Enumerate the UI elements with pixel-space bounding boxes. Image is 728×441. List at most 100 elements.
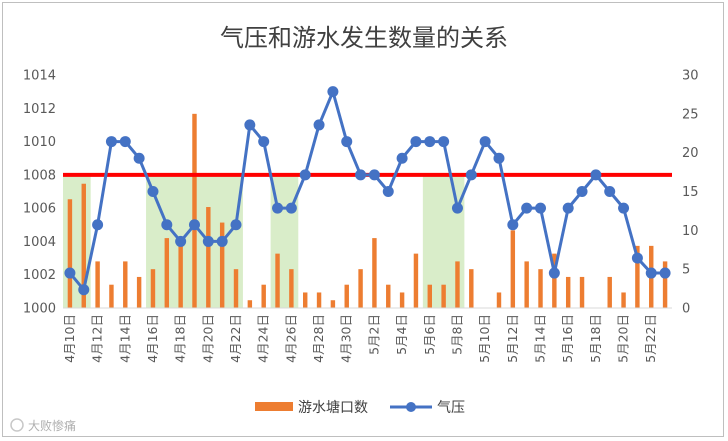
bar-5月23日 — [662, 261, 668, 308]
y-left-tick-1000: 1000 — [23, 302, 56, 317]
x-tick-5月6日: 5月6日 — [422, 314, 437, 355]
pressure-point-4月10日 — [64, 267, 76, 279]
legend-label-line: 气压 — [437, 400, 465, 416]
y-right-tick-5: 5 — [682, 263, 690, 278]
y-right-tick-0: 0 — [682, 302, 690, 317]
pressure-point-4月20日 — [202, 235, 214, 247]
y-right-tick-15: 15 — [682, 185, 699, 200]
bar-5月6日 — [427, 284, 432, 308]
pressure-point-4月23日 — [244, 119, 256, 131]
bar-5月21日 — [635, 245, 640, 308]
pressure-point-5月21日 — [631, 252, 643, 264]
x-tick-5月14日: 5月14日 — [533, 314, 548, 363]
bar-4月15日 — [136, 276, 142, 308]
x-tick-4月14日: 4月14日 — [117, 314, 132, 363]
x-tick-4月16日: 4月16日 — [145, 314, 160, 363]
pressure-point-5月9日 — [465, 169, 477, 181]
y-left-tick-1008: 1008 — [23, 168, 56, 183]
bar-4月14日 — [123, 261, 128, 308]
x-tick-5月20日: 5月20日 — [616, 314, 631, 363]
y-right-tick-20: 20 — [682, 146, 699, 161]
x-tick-4月12日: 4月12日 — [90, 314, 105, 363]
bar-5月7日 — [441, 284, 446, 308]
watermark-text: 大败惨痛 — [28, 418, 76, 433]
bar-4月22日 — [233, 269, 239, 308]
x-tick-4月28日: 4月28日 — [311, 314, 326, 363]
bar-5月12日 — [510, 230, 516, 308]
y-right-tick-25: 25 — [682, 107, 699, 122]
pressure-point-5月8日 — [451, 202, 463, 214]
bar-5月11日 — [496, 292, 502, 308]
pressure-point-5月19日 — [604, 186, 616, 197]
pressure-point-5月5日 — [410, 136, 422, 148]
bar-4月23日 — [247, 300, 253, 308]
legend-swatch-bars — [255, 402, 293, 411]
bar-5月16日 — [565, 276, 571, 308]
x-tick-4月30日: 4月30日 — [339, 314, 354, 363]
y-left-tick-1006: 1006 — [23, 202, 56, 217]
pressure-point-4月17日 — [161, 219, 173, 231]
bar-4月29日 — [330, 300, 336, 308]
y-left-tick-1010: 1010 — [23, 135, 56, 150]
chart-frame — [2, 2, 724, 437]
x-tick-4月26日: 4月26日 — [283, 314, 298, 363]
bar-4月20日 — [206, 207, 211, 308]
y-left-tick-1012: 1012 — [23, 102, 56, 117]
bar-5月19日 — [607, 276, 612, 308]
y-left-tick-1002: 1002 — [23, 268, 56, 283]
line-series — [64, 86, 671, 296]
pressure-point-4月11日 — [78, 284, 90, 296]
bar-5月8日 — [455, 261, 460, 308]
bar-4月11日 — [81, 183, 86, 308]
legend-label-bars: 游水塘口数 — [298, 400, 368, 416]
bar-4月28日 — [316, 292, 322, 308]
pressure-point-4月28日 — [313, 119, 325, 131]
pressure-point-5月17日 — [576, 186, 588, 197]
legend-swatch-marker — [406, 402, 416, 412]
pressure-point-5月1日 — [355, 169, 367, 181]
bar-5月9日 — [469, 269, 474, 308]
pressure-point-5月12日 — [507, 219, 519, 231]
x-tick-4月22日: 4月22日 — [228, 314, 243, 363]
pressure-point-4月19日 — [188, 219, 200, 231]
bar-4月25日 — [275, 253, 280, 308]
watermark: 大败惨痛 — [10, 418, 76, 433]
pressure-point-4月12日 — [92, 219, 104, 231]
pressure-point-5月13日 — [521, 202, 533, 214]
pressure-point-5月10日 — [479, 136, 491, 148]
pressure-point-5月14日 — [535, 202, 547, 214]
bar-4月24日 — [261, 284, 266, 308]
bar-5月2日 — [372, 238, 377, 308]
pressure-point-5月6日 — [424, 136, 436, 148]
watermark-logo-icon — [10, 418, 24, 432]
bar-5月20日 — [621, 292, 626, 308]
pressure-point-4月29日 — [327, 86, 339, 98]
pressure-point-5月7日 — [438, 136, 450, 148]
bar-4月27日 — [303, 292, 308, 308]
bar-5月3日 — [386, 284, 391, 308]
bar-4月18日 — [178, 238, 183, 308]
pressure-point-4月25日 — [272, 202, 284, 214]
y-right-tick-30: 30 — [682, 69, 699, 84]
bar-4月12日 — [95, 261, 100, 308]
pressure-point-4月15日 — [133, 152, 145, 164]
bar-4月19日 — [192, 113, 197, 308]
x-tick-5月12日: 5月12日 — [505, 314, 520, 363]
pressure-point-4月18日 — [175, 235, 187, 247]
x-tick-5月18日: 5月18日 — [588, 314, 603, 363]
bar-4月10日 — [67, 199, 73, 308]
x-tick-5月10日: 5月10日 — [477, 314, 492, 363]
pressure-point-4月30日 — [341, 136, 353, 148]
pressure-point-5月11日 — [493, 152, 505, 164]
bar-4月30日 — [344, 284, 349, 308]
x-tick-4月24日: 4月24日 — [256, 314, 271, 363]
pressure-point-5月23日 — [659, 267, 671, 279]
pressure-point-4月27日 — [299, 169, 311, 181]
pressure-point-5月15日 — [548, 267, 560, 279]
x-tick-5月2日: 5月2日 — [366, 314, 381, 355]
chart-title: 气压和游水发生数量的关系 — [220, 24, 508, 52]
x-tick-5月8日: 5月8日 — [449, 314, 464, 355]
bar-4月26日 — [289, 269, 294, 308]
